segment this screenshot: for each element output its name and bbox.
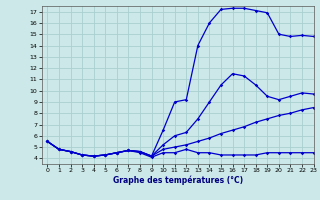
X-axis label: Graphe des températures (°C): Graphe des températures (°C) [113, 176, 243, 185]
